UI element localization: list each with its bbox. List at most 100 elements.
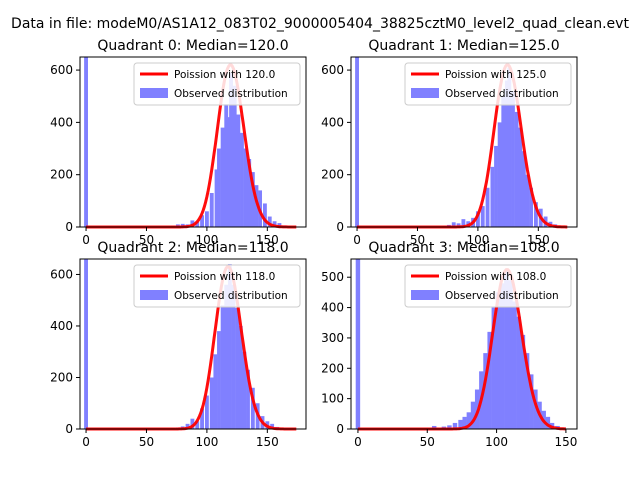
histogram-bar: [185, 423, 190, 429]
histogram-bar: [224, 284, 229, 429]
x-tick-label: 150: [256, 233, 279, 247]
y-tick-label: 0: [336, 220, 344, 234]
histogram-bar: [524, 353, 530, 429]
x-tick-label: 0: [354, 435, 362, 449]
legend-box: [404, 264, 572, 308]
histogram-bar: [475, 211, 480, 227]
histogram-bar: [355, 57, 359, 227]
histogram-bar: [511, 91, 515, 227]
histogram-bar: [456, 223, 461, 227]
y-tick-label: 400: [321, 301, 344, 315]
histogram-bar: [84, 259, 88, 429]
y-tick-label: 200: [321, 168, 344, 182]
histogram-bar: [213, 354, 218, 429]
histogram-bar: [529, 374, 534, 429]
axes-frame: [79, 56, 307, 228]
histogram-bar: [512, 301, 517, 429]
legend-box: [133, 62, 301, 106]
histogram-bar: [227, 264, 232, 429]
histogram-bar: [243, 148, 248, 227]
histogram-bar: [224, 104, 229, 227]
y-tick-label: 600: [50, 267, 73, 281]
histogram-bar: [458, 419, 463, 429]
x-tick-label: 0: [82, 233, 90, 247]
x-tick-label: 150: [256, 435, 279, 449]
x-tick-label: 0: [82, 435, 90, 449]
x-tick-label: 50: [410, 233, 425, 247]
x-tick-label: 0: [353, 233, 361, 247]
histogram-bar: [514, 111, 519, 227]
histogram-bar: [190, 418, 195, 429]
legend-box: [404, 62, 572, 106]
histogram-bar: [452, 422, 458, 429]
histogram-bar: [204, 211, 209, 227]
axes-frame: [79, 258, 307, 430]
histogram-bar: [250, 387, 255, 429]
histogram-bar: [217, 331, 221, 429]
y-tick-label: 400: [321, 115, 344, 129]
subplot-title: Quadrant 3: Median=108.0: [368, 240, 559, 256]
x-tick-label: 100: [485, 435, 508, 449]
histogram-bar: [447, 425, 452, 429]
axes-frame: [350, 56, 578, 228]
histogram-bar: [267, 216, 272, 227]
histogram-bar: [195, 421, 200, 429]
histogram-bar: [487, 331, 492, 429]
y-tick-label: 200: [50, 370, 73, 384]
histogram-bar: [480, 206, 485, 227]
y-tick-label: 200: [50, 168, 73, 182]
legend-box: [133, 264, 301, 308]
legend-poisson-label: Poission with 120.0: [174, 69, 275, 81]
y-tick-label: 0: [65, 220, 73, 234]
histogram-bar: [504, 271, 509, 429]
histogram-bar: [485, 187, 490, 227]
subplot-quadrant-2: 0 50 100 150 0 200 400 600 Quadrant 2: Median=11…: [50, 240, 307, 449]
x-tick-label: 150: [554, 435, 577, 449]
x-tick-label: 100: [466, 233, 489, 247]
histogram-bar: [497, 122, 502, 227]
histogram-bar: [226, 117, 231, 227]
histogram-bar: [242, 351, 247, 429]
histogram-bar: [235, 307, 240, 429]
histogram-bar: [238, 325, 243, 429]
x-tick-label: 150: [527, 233, 550, 247]
histogram-bar: [270, 423, 275, 429]
y-tick-label: 600: [50, 63, 73, 77]
legend-bar-swatch: [140, 290, 168, 300]
histogram-bar: [277, 223, 282, 227]
histogram-bar: [494, 145, 498, 227]
histogram-bar: [236, 114, 241, 227]
y-tick-label: 100: [321, 392, 344, 406]
histogram-bar: [209, 193, 214, 227]
histogram-bar: [200, 408, 204, 429]
histogram-bar: [516, 316, 521, 429]
y-tick-label: 0: [336, 422, 344, 436]
histogram-bar: [483, 353, 488, 429]
histogram-bar: [533, 202, 538, 227]
histogram-bar: [355, 259, 361, 429]
x-tick-label: 50: [139, 435, 154, 449]
histogram-bar: [240, 132, 244, 227]
x-tick-label: 50: [139, 233, 154, 247]
legend-bar-swatch: [411, 290, 439, 300]
legend-observed-label: Observed distribution: [174, 88, 288, 100]
legend-poisson-label: Poission with 125.0: [445, 69, 546, 81]
histogram-bar: [461, 219, 466, 227]
subplot-title: Quadrant 1: Median=125.0: [368, 38, 559, 54]
histogram-bar: [490, 166, 495, 227]
histogram-bar: [504, 80, 509, 228]
histogram-bar: [431, 425, 437, 429]
figure-suptitle: Data in file: modeM0/AS1A12_083T02_90000…: [11, 16, 629, 32]
legend-poisson-label: Poission with 118.0: [174, 271, 275, 283]
histogram-bar: [499, 283, 505, 429]
histogram-bar: [533, 389, 538, 429]
legend-observed-label: Observed distribution: [445, 88, 559, 100]
y-tick-label: 300: [321, 331, 344, 345]
histogram-bar: [508, 280, 513, 429]
histogram-bar: [220, 305, 225, 429]
subplot-title: Quadrant 0: Median=120.0: [97, 38, 288, 54]
histogram-bar: [545, 416, 551, 429]
subplot-quadrant-1: 0 50 100 150 0 200 400 600 Quadrant 1: Median=12…: [321, 38, 578, 247]
histogram-bar: [529, 187, 534, 227]
